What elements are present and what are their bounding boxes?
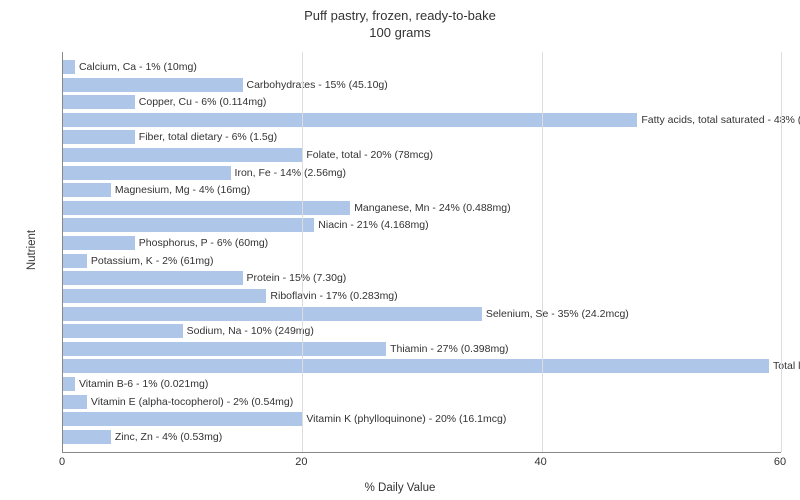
- bars-container: Calcium, Ca - 1% (10mg) Carbohydrates - 1…: [63, 60, 781, 444]
- bar-label: Phosphorus, P - 6% (60mg): [135, 236, 268, 250]
- bar: [63, 324, 183, 338]
- bar: [63, 395, 87, 409]
- gridline: [781, 52, 782, 452]
- bar-row: Potassium, K - 2% (61mg): [63, 254, 781, 268]
- bar: [63, 166, 231, 180]
- x-tick-label: 40: [535, 456, 547, 468]
- bar-label: Folate, total - 20% (78mcg): [302, 148, 433, 162]
- bar: [63, 271, 243, 285]
- bar-label: Manganese, Mn - 24% (0.488mg): [350, 201, 510, 215]
- bar: [63, 430, 111, 444]
- bar-row: Zinc, Zn - 4% (0.53mg): [63, 430, 781, 444]
- bar: [63, 95, 135, 109]
- bar-label: Riboflavin - 17% (0.283mg): [266, 289, 397, 303]
- bar: [63, 78, 243, 92]
- bar-row: Vitamin E (alpha-tocopherol) - 2% (0.54m…: [63, 395, 781, 409]
- bar-label: Calcium, Ca - 1% (10mg): [75, 60, 197, 74]
- bar: [63, 183, 111, 197]
- bar: [63, 307, 482, 321]
- bar: [63, 236, 135, 250]
- bar-row: Magnesium, Mg - 4% (16mg): [63, 183, 781, 197]
- bar-row: Selenium, Se - 35% (24.2mcg): [63, 307, 781, 321]
- bar: [63, 254, 87, 268]
- bar-label: Magnesium, Mg - 4% (16mg): [111, 183, 250, 197]
- bar: [63, 218, 314, 232]
- bar-label: Niacin - 21% (4.168mg): [314, 218, 428, 232]
- bar: [63, 359, 769, 373]
- x-axis-label: % Daily Value: [0, 482, 800, 494]
- bar: [63, 148, 302, 162]
- title-line-2: 100 grams: [369, 25, 430, 40]
- bar-row: Fiber, total dietary - 6% (1.5g): [63, 130, 781, 144]
- bar-row: Niacin - 21% (4.168mg): [63, 218, 781, 232]
- bar-row: Copper, Cu - 6% (0.114mg): [63, 95, 781, 109]
- bar: [63, 113, 637, 127]
- bar: [63, 377, 75, 391]
- bar-row: Folate, total - 20% (78mcg): [63, 148, 781, 162]
- bar-label: Zinc, Zn - 4% (0.53mg): [111, 430, 222, 444]
- bar-label: Protein - 15% (7.30g): [243, 271, 347, 285]
- bar-row: Fatty acids, total saturated - 48% (9.64…: [63, 113, 781, 127]
- gridline: [542, 52, 543, 452]
- plot-area: Calcium, Ca - 1% (10mg) Carbohydrates - 1…: [62, 52, 781, 453]
- bar-row: Sodium, Na - 10% (249mg): [63, 324, 781, 338]
- bar: [63, 60, 75, 74]
- bar-label: Copper, Cu - 6% (0.114mg): [135, 95, 267, 109]
- bar-row: Total lipid (fat) - 59% (38.10g): [63, 359, 781, 373]
- bar-label: Iron, Fe - 14% (2.56mg): [231, 166, 346, 180]
- bar-row: Vitamin K (phylloquinone) - 20% (16.1mcg…: [63, 412, 781, 426]
- bar: [63, 289, 266, 303]
- bar: [63, 130, 135, 144]
- bar-label: Vitamin K (phylloquinone) - 20% (16.1mcg…: [302, 412, 506, 426]
- title-line-1: Puff pastry, frozen, ready-to-bake: [304, 8, 496, 23]
- bar-label: Fiber, total dietary - 6% (1.5g): [135, 130, 277, 144]
- bar-label: Total lipid (fat) - 59% (38.10g): [769, 359, 800, 373]
- bar-label: Selenium, Se - 35% (24.2mcg): [482, 307, 629, 321]
- bar-row: Riboflavin - 17% (0.283mg): [63, 289, 781, 303]
- bar-label: Thiamin - 27% (0.398mg): [386, 342, 508, 356]
- bar-row: Carbohydrates - 15% (45.10g): [63, 78, 781, 92]
- bar-label: Vitamin B-6 - 1% (0.021mg): [75, 377, 208, 391]
- bar-row: Protein - 15% (7.30g): [63, 271, 781, 285]
- bar-label: Carbohydrates - 15% (45.10g): [243, 78, 388, 92]
- bar-row: Calcium, Ca - 1% (10mg): [63, 60, 781, 74]
- bar-row: Phosphorus, P - 6% (60mg): [63, 236, 781, 250]
- bar-row: Thiamin - 27% (0.398mg): [63, 342, 781, 356]
- x-tick-label: 60: [774, 456, 786, 468]
- bar-label: Potassium, K - 2% (61mg): [87, 254, 214, 268]
- bar-row: Manganese, Mn - 24% (0.488mg): [63, 201, 781, 215]
- chart-title: Puff pastry, frozen, ready-to-bake 100 g…: [0, 0, 800, 42]
- bar-row: Iron, Fe - 14% (2.56mg): [63, 166, 781, 180]
- x-tick-label: 0: [59, 456, 65, 468]
- nutrient-chart: Puff pastry, frozen, ready-to-bake 100 g…: [0, 0, 800, 500]
- bar: [63, 201, 350, 215]
- bar-label: Vitamin E (alpha-tocopherol) - 2% (0.54m…: [87, 395, 293, 409]
- x-tick-label: 20: [295, 456, 307, 468]
- bar-label: Fatty acids, total saturated - 48% (9.64…: [637, 113, 800, 127]
- y-axis-label: Nutrient: [26, 230, 38, 270]
- gridline: [302, 52, 303, 452]
- bar: [63, 342, 386, 356]
- bar-label: Sodium, Na - 10% (249mg): [183, 324, 314, 338]
- bar: [63, 412, 302, 426]
- bar-row: Vitamin B-6 - 1% (0.021mg): [63, 377, 781, 391]
